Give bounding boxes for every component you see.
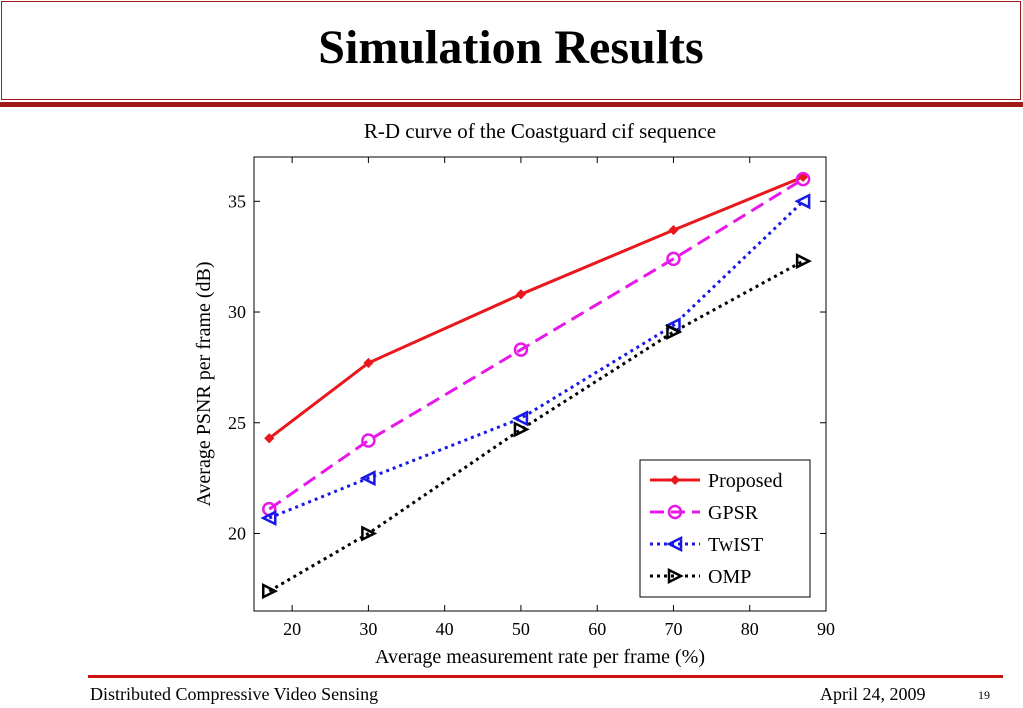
series-twist xyxy=(260,193,811,527)
data-point-gpsr xyxy=(361,433,376,448)
legend-label-twist: TwIST xyxy=(708,534,763,556)
footer-presentation-title: Distributed Compressive Video Sensing xyxy=(90,684,379,704)
series-line-proposed xyxy=(268,175,804,440)
series-line-twist xyxy=(268,200,805,520)
x-tick-label: 30 xyxy=(359,619,377,639)
slide-title: Simulation Results xyxy=(318,21,704,74)
legend-label-omp: OMP xyxy=(708,566,751,588)
data-point-proposed xyxy=(363,357,374,369)
data-point-omp xyxy=(513,421,530,438)
legend-marker-proposed xyxy=(669,474,681,486)
data-point-omp xyxy=(795,253,812,270)
legend-marker-gpsr xyxy=(667,504,683,520)
x-tick-label: 20 xyxy=(283,619,301,639)
x-tick-label: 70 xyxy=(664,619,682,639)
y-tick-label: 25 xyxy=(228,413,246,433)
data-point-omp xyxy=(666,323,683,340)
legend-marker-twist xyxy=(666,535,683,553)
legend-label-gpsr: GPSR xyxy=(708,502,759,524)
y-tick-label: 20 xyxy=(228,523,246,543)
data-point-twist xyxy=(512,410,529,427)
series-proposed xyxy=(264,171,809,444)
data-point-gpsr xyxy=(666,251,681,267)
chart-title: R-D curve of the Coastguard cif sequence xyxy=(364,119,716,143)
legend-marker-omp xyxy=(667,567,684,585)
data-point-omp xyxy=(361,525,378,542)
data-point-gpsr xyxy=(513,342,529,357)
y-tick-label: 30 xyxy=(228,302,246,322)
y-axis-label: Average PSNR per frame (dB) xyxy=(193,261,215,506)
plot-area xyxy=(253,156,827,612)
page-number: 19 xyxy=(978,688,990,702)
y-tick-label: 35 xyxy=(228,191,246,211)
x-tick-label: 60 xyxy=(588,619,606,639)
data-point-proposed xyxy=(798,171,809,182)
data-point-proposed xyxy=(515,289,526,300)
legend-label-proposed: Proposed xyxy=(708,470,782,492)
x-tick-label: 80 xyxy=(741,619,759,639)
data-point-twist xyxy=(359,470,376,487)
title-divider xyxy=(0,102,1023,107)
series-omp xyxy=(262,253,812,600)
data-point-omp xyxy=(262,583,279,600)
data-point-twist xyxy=(794,193,811,210)
title-box: Simulation Results xyxy=(1,1,1021,100)
footer-divider xyxy=(88,675,1003,678)
x-axis-label: Average measurement rate per frame (%) xyxy=(375,646,705,668)
data-point-twist xyxy=(260,509,277,527)
x-tick-label: 40 xyxy=(436,619,454,639)
x-tick-label: 90 xyxy=(817,619,835,639)
series-line-gpsr xyxy=(268,177,804,511)
data-point-proposed xyxy=(668,225,679,236)
chart-legend: Proposed GPSR TwIST OMP xyxy=(639,459,811,598)
footer-date: April 24, 2009 xyxy=(820,684,926,704)
data-point-proposed xyxy=(264,433,275,444)
x-tick-label: 50 xyxy=(512,619,530,639)
data-point-gpsr xyxy=(795,171,811,187)
